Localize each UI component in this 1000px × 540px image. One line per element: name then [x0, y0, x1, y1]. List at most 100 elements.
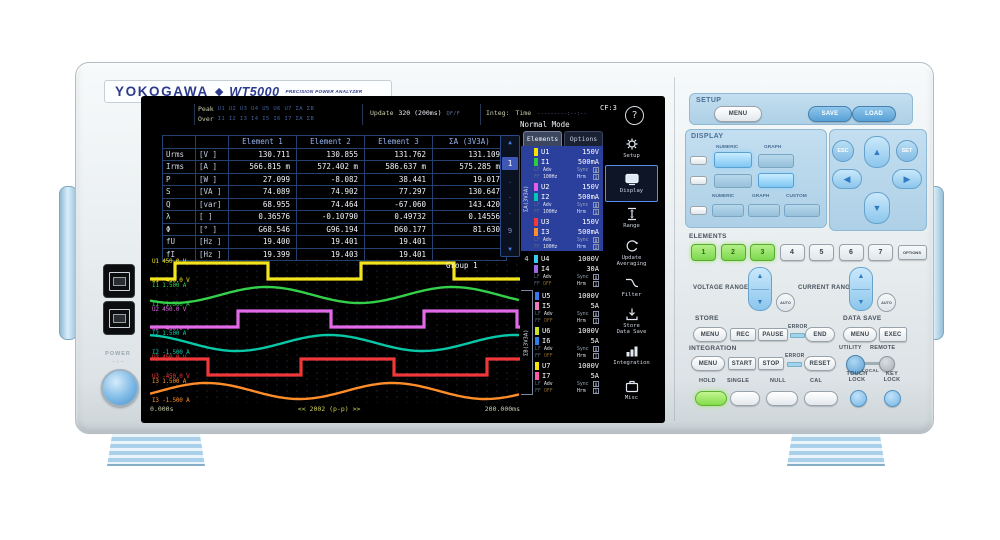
- power-button[interactable]: [101, 369, 139, 407]
- arrow-left-button[interactable]: ◀: [832, 169, 862, 189]
- voltage-auto-button[interactable]: AUTO: [776, 293, 795, 312]
- element-button-1[interactable]: 1: [691, 244, 716, 261]
- wiring-group[interactable]: 4 U4 1000V I4 30A LF Adv Sync U FF OFF Hrm 1: [521, 253, 603, 288]
- menu-item-display[interactable]: Display: [605, 165, 658, 202]
- store-rec-button[interactable]: REC: [730, 328, 756, 341]
- store-menu-button[interactable]: MENU: [693, 327, 727, 342]
- set-button[interactable]: SET: [896, 140, 918, 162]
- element-button-3[interactable]: 3: [750, 244, 775, 261]
- arrow-down-button[interactable]: ▼: [864, 192, 890, 224]
- time-value: ---------:--:--: [537, 111, 587, 117]
- store-title: STORE: [695, 315, 719, 322]
- element-button-6[interactable]: 6: [838, 244, 864, 261]
- value-cell: -8.082: [296, 172, 365, 186]
- menu-item-label: Setup: [623, 152, 640, 159]
- table-corner-cell: [195, 135, 229, 149]
- element-entry-u7[interactable]: U7 1000V I7 5A LF Adv Sync U FF OFF Hrm 1: [533, 360, 603, 395]
- screen-bezel: Peak U1 U2 U3 U4 U5 U6 U7 ΣA ΣB Over I1 …: [141, 96, 665, 423]
- numeric-button-3[interactable]: [712, 204, 744, 217]
- element-entry-u5[interactable]: U5 1000V I5 5A LF Adv Sync U FF OFF Hrm 1: [533, 290, 603, 325]
- channel-color-swatch: [535, 362, 539, 370]
- current-down-icon[interactable]: ▼: [857, 298, 865, 306]
- channel-row: U4 1000V: [534, 254, 601, 264]
- wiring-group[interactable]: ΣA(3V3A) U1 150V I1 500mA LF Adv Sync U FF 100Hz Hr…: [521, 146, 603, 251]
- cal-button[interactable]: [804, 391, 838, 406]
- menu-item-filter[interactable]: Filter: [605, 270, 658, 304]
- value-cell: 81.630: [432, 222, 507, 236]
- graph-button-2[interactable]: [758, 173, 794, 188]
- save-button[interactable]: SAVE: [808, 106, 852, 122]
- arrow-right-button[interactable]: ▶: [892, 169, 922, 189]
- graph-button-1[interactable]: [758, 154, 794, 168]
- voltage-range-rocker[interactable]: ▲ ▼: [748, 267, 772, 311]
- element-button-7[interactable]: 7: [868, 244, 893, 261]
- element-button-5[interactable]: 5: [809, 244, 834, 261]
- current-range-rocker[interactable]: ▲ ▼: [849, 267, 873, 311]
- current-up-icon[interactable]: ▲: [857, 272, 865, 280]
- tab-options[interactable]: Options: [564, 131, 603, 146]
- options-button[interactable]: OPTIONS: [897, 245, 927, 260]
- page-last[interactable]: 9: [507, 226, 513, 235]
- sidebar-groups: ΣA(3V3A) U1 150V I1 500mA LF Adv Sync U FF 100Hz Hr…: [521, 146, 603, 407]
- current-auto-button[interactable]: AUTO: [877, 293, 896, 312]
- element-button-2[interactable]: 2: [720, 244, 746, 261]
- esc-button[interactable]: ESC: [832, 140, 854, 162]
- null-button[interactable]: [766, 391, 798, 406]
- element-entry-u6[interactable]: U6 1000V I6 5A LF Adv Sync U FF OFF Hrm 1: [533, 325, 603, 360]
- key-lock-label: KEY LOCK: [883, 371, 901, 384]
- update-flag: DF/F: [446, 111, 460, 117]
- page-up-icon[interactable]: ▲: [508, 139, 512, 146]
- numeric-button-1[interactable]: [714, 152, 752, 168]
- display-title: DISPLAY: [691, 133, 724, 140]
- page-current[interactable]: 1: [502, 157, 518, 171]
- numeric-button-2[interactable]: [714, 174, 752, 188]
- menu-item-update[interactable]: Update Averaging: [605, 236, 658, 270]
- current-range-label: CURRENT RANGE: [798, 285, 855, 291]
- store-end-button[interactable]: END: [805, 327, 835, 342]
- page-down-icon[interactable]: ▼: [508, 245, 512, 253]
- load-button[interactable]: LOAD: [852, 106, 896, 122]
- integration-menu-button[interactable]: MENU: [691, 356, 725, 371]
- data-save-exec-button[interactable]: EXEC: [879, 327, 907, 342]
- channel-color-swatch: [535, 337, 539, 345]
- data-save-menu-button[interactable]: MENU: [843, 327, 877, 342]
- menu-item-setup[interactable]: Setup: [605, 131, 658, 165]
- integration-reset-button[interactable]: RESET: [804, 356, 836, 371]
- tab-elements[interactable]: Elements: [523, 131, 562, 146]
- single-button[interactable]: [730, 391, 760, 406]
- setup-menu-button[interactable]: MENU: [714, 106, 762, 122]
- page-selector[interactable]: ▲ 1 · · · 9 ▼: [500, 135, 520, 257]
- element-buttons-row: 1 2 3 4 5 6 7 OPTIONS: [691, 244, 927, 261]
- utility-button[interactable]: [846, 355, 865, 374]
- store-pause-button[interactable]: PAUSE: [758, 328, 788, 341]
- help-icon[interactable]: ?: [625, 106, 644, 125]
- integration-stop-button[interactable]: STOP: [758, 357, 784, 370]
- store-error-label: ERROR: [788, 324, 808, 330]
- voltage-up-icon[interactable]: ▲: [756, 272, 764, 280]
- channel-name: U7: [542, 362, 551, 370]
- element-entry-u2[interactable]: U2 150V I2 500mA LF Adv Sync U FF 100Hz Hrm 1: [532, 181, 603, 216]
- key-lock-button[interactable]: [884, 390, 901, 407]
- element-button-4[interactable]: 4: [779, 244, 805, 261]
- utility-label: UTILITY: [839, 345, 862, 351]
- wiring-group-label: 4: [524, 255, 529, 263]
- element-entry-u1[interactable]: U1 150V I1 500mA LF Adv Sync U FF 100Hz Hrm 1: [532, 146, 603, 181]
- wiring-group[interactable]: ΣB(3V3A) U5 1000V I5 5A LF Adv Sync U FF OFF Hrm 1 U6…: [521, 290, 603, 395]
- element-entry-u4[interactable]: U4 1000V I4 30A LF Adv Sync U FF OFF Hrm 1: [532, 253, 603, 288]
- touch-lock-button[interactable]: [850, 390, 867, 407]
- integration-start-button[interactable]: START: [728, 357, 756, 370]
- menu-item-misc[interactable]: Misc: [605, 373, 658, 407]
- menu-item-integration[interactable]: Integration: [605, 339, 658, 373]
- waveform-channel-u1: U1 450.0 V U1 -450.0 V: [150, 258, 520, 284]
- cal-label: CAL: [810, 378, 823, 384]
- menu-item-range[interactable]: Range: [605, 202, 658, 236]
- graph-button-3[interactable]: [748, 204, 780, 217]
- hold-button[interactable]: [695, 391, 727, 406]
- arrow-up-button[interactable]: ▲: [864, 136, 890, 168]
- voltage-down-icon[interactable]: ▼: [756, 298, 764, 306]
- waveform-trace-i1: [149, 285, 520, 305]
- menu-item-store[interactable]: Store Data Save: [605, 304, 658, 338]
- element-entry-u3[interactable]: U3 150V I3 500mA LF Adv Sync U FF 100Hz Hrm 1: [532, 216, 603, 251]
- screen: Peak U1 U2 U3 U4 U5 U6 U7 ΣA ΣB Over I1 …: [148, 101, 658, 419]
- custom-button[interactable]: [784, 204, 820, 217]
